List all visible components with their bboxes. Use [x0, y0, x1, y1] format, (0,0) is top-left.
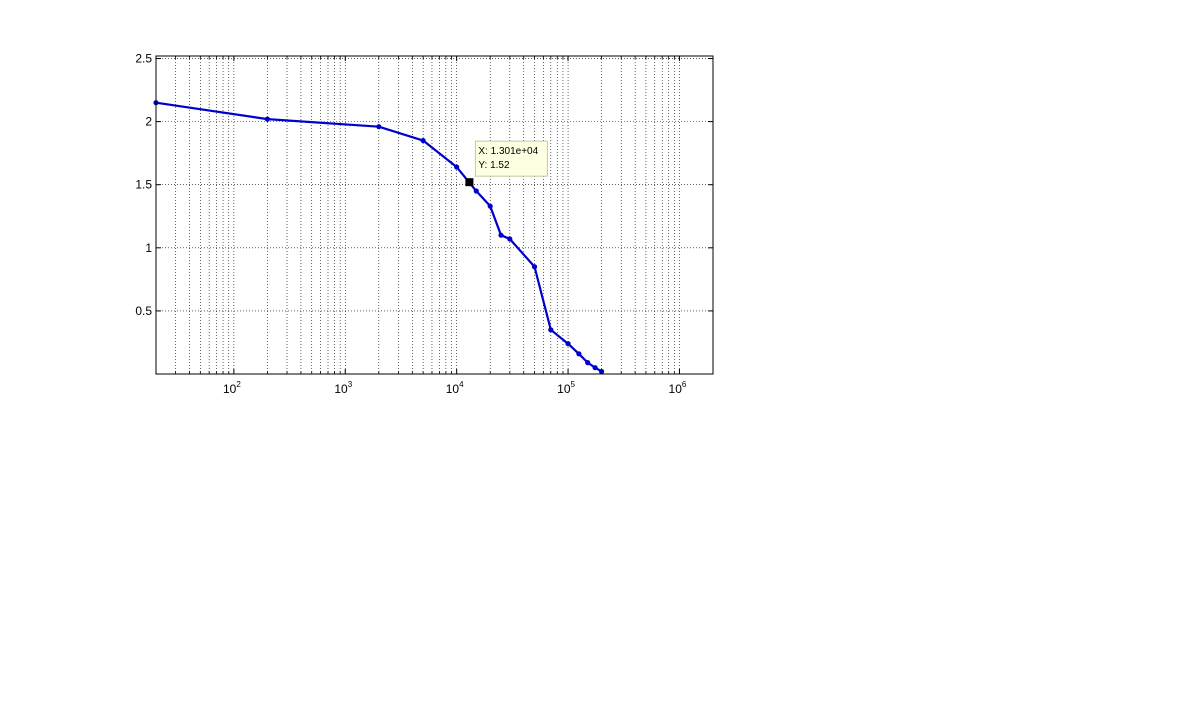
- x-tick-label: 105: [557, 380, 575, 396]
- data-point: [420, 137, 426, 144]
- series-layer: [153, 100, 605, 375]
- minor-grid: [175, 56, 675, 374]
- y-tick-label: 2: [145, 115, 152, 129]
- x-tick-labels: 102 103 104 105 106: [223, 380, 687, 396]
- data-point: [498, 232, 504, 238]
- datatip-y-text: Y: 1.52: [478, 160, 510, 171]
- data-point: [376, 124, 382, 130]
- x-tick-label: 103: [334, 380, 352, 396]
- data-point: [585, 360, 591, 366]
- data-point: [592, 365, 598, 371]
- data-point: [576, 351, 582, 357]
- data-point: [487, 203, 493, 209]
- x-tick-label: 104: [446, 380, 464, 396]
- y-tick-label: 1.5: [135, 178, 152, 192]
- datatip-marker[interactable]: [465, 178, 474, 187]
- datatip[interactable]: X: 1.301e+04 Y: 1.52: [465, 140, 548, 187]
- datatip-x-text: X: 1.301e+04: [478, 146, 538, 157]
- data-point: [264, 116, 270, 122]
- axes-box: [155, 55, 714, 375]
- axes-background: [156, 56, 713, 374]
- series-line: [154, 101, 603, 373]
- y-tick-label: 1: [145, 241, 152, 255]
- x-tick-label: 106: [669, 380, 687, 396]
- data-point: [531, 264, 538, 270]
- data-point: [507, 236, 513, 242]
- datatip-box: [474, 140, 548, 177]
- data-point: [548, 327, 554, 333]
- y-tick-label: 2.5: [135, 52, 152, 66]
- data-point: [473, 188, 479, 194]
- y-tick-labels: 0.5 1 1.5 2 2.5: [135, 52, 152, 318]
- data-point: [454, 164, 460, 170]
- x-tick-label: 102: [223, 380, 241, 396]
- data-point: [565, 341, 571, 347]
- tick-marks: [156, 56, 713, 374]
- y-tick-label: 0.5: [135, 304, 152, 318]
- major-grid: [156, 56, 713, 374]
- plot-area[interactable]: 102 103 104 105 106 0.5 1 1.5 2 2.5 X: 1.301e+04…: [135, 52, 714, 396]
